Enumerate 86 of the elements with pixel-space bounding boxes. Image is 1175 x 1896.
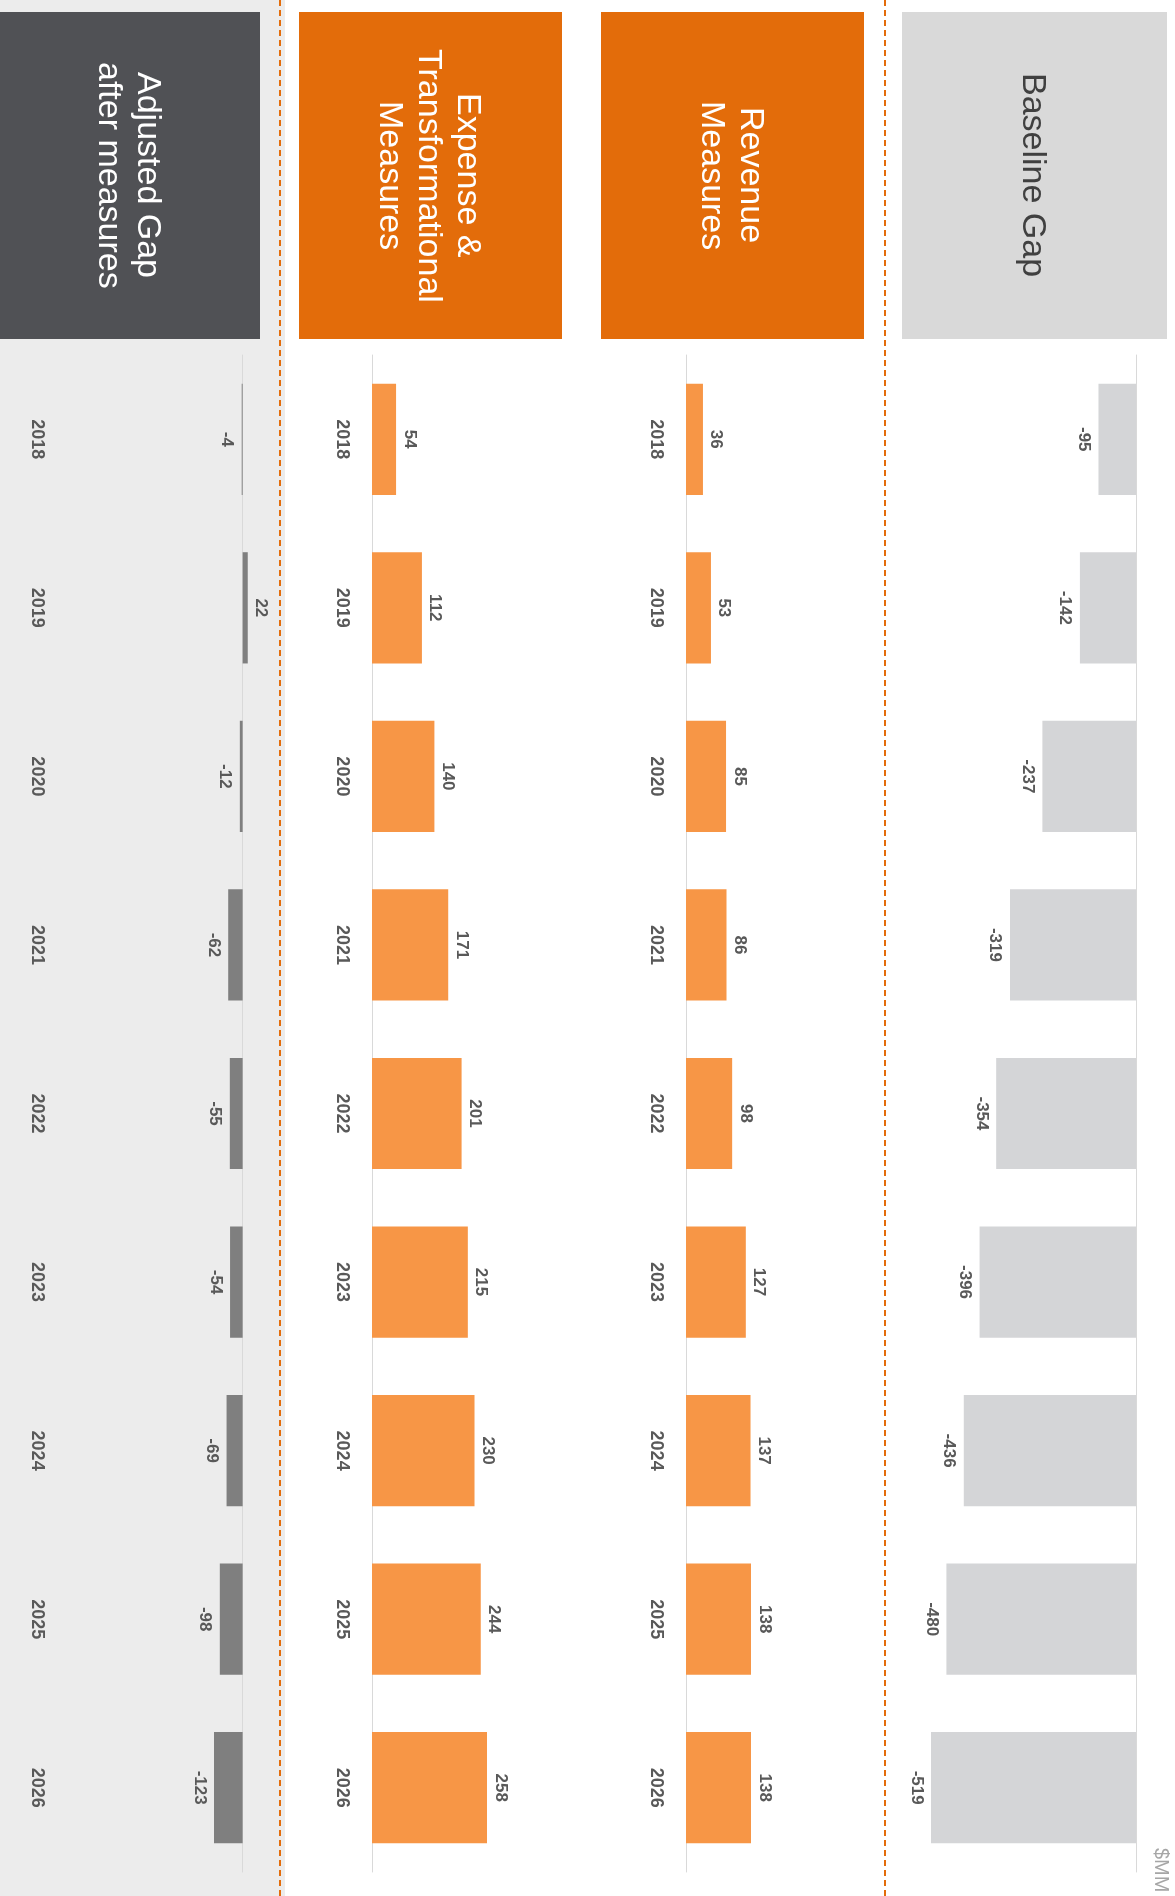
bar [372,1057,462,1170]
y-tick-label: 2025 [28,1599,48,1640]
data-label: -54 [206,1269,226,1295]
bar [686,1057,733,1170]
bar [686,1394,751,1507]
y-tick-label: 2021 [333,924,353,965]
data-label: -4 [218,431,238,448]
bar [686,889,727,1001]
y-tick-label: 2026 [28,1767,48,1808]
data-label: -69 [203,1438,223,1463]
data-label: 140 [438,762,458,791]
chart-title: Baseline Gap [1015,73,1055,278]
y-tick-label: 2021 [28,924,48,965]
data-label: -519 [907,1770,927,1805]
y-tick-label: 2021 [647,924,667,965]
data-label: 54 [400,429,420,450]
y-tick-label: 2024 [28,1430,48,1471]
bar [686,552,711,664]
data-label: 215 [472,1267,492,1297]
data-label: -98 [196,1606,216,1632]
bar [686,1732,751,1844]
data-label: -237 [1018,759,1038,794]
y-tick-label: 2023 [647,1262,667,1303]
data-label: 86 [731,935,751,955]
chart-title: Expense & Transformational Measures [371,47,490,305]
y-tick-label: 2019 [28,587,48,628]
data-label: 127 [750,1267,770,1297]
data-label: -95 [1074,426,1094,452]
data-label: 36 [707,429,727,449]
y-tick-label: 2018 [28,419,48,460]
bar [372,552,422,664]
bar [372,889,449,1001]
data-label: 138 [755,1604,775,1634]
data-label: 171 [452,930,472,960]
y-tick-label: 2022 [647,1093,667,1134]
y-tick-label: 2026 [333,1767,353,1808]
bar [686,1563,751,1675]
bar [686,383,703,495]
data-label: 53 [715,598,735,618]
chart-title: Revenue Measures [693,99,772,253]
y-tick-label: 2022 [333,1093,353,1134]
y-tick-label: 2019 [647,587,667,628]
data-label: 112 [426,594,446,622]
y-tick-label: 2026 [647,1767,667,1808]
data-label: 98 [736,1104,756,1123]
bar [686,720,727,833]
bar [372,383,397,495]
data-label: 230 [479,1436,499,1465]
data-label: -480 [922,1602,942,1637]
y-tick-label: 2020 [333,756,353,797]
y-tick-label: 2020 [28,756,48,797]
data-label: 258 [491,1773,511,1802]
y-tick-label: 2018 [333,419,353,460]
data-label: -12 [216,764,236,789]
data-label: -396 [956,1265,976,1300]
bar [372,1226,468,1338]
bar [372,720,435,833]
bar [372,1563,481,1675]
text: $MM [1150,1847,1173,1892]
y-tick-label: 2019 [333,587,353,628]
bar [372,1732,487,1844]
data-label: -436 [940,1433,960,1468]
y-tick-label: 2025 [647,1599,667,1640]
data-label: 201 [466,1099,486,1128]
y-tick-label: 2024 [333,1430,353,1471]
data-label: -142 [1056,590,1076,625]
bar [372,1394,475,1507]
y-tick-label: 2023 [28,1262,48,1303]
y-tick-label: 2024 [647,1430,667,1471]
data-label: 137 [755,1436,775,1465]
y-tick-label: 2020 [647,756,667,797]
data-label: 22 [252,598,272,618]
y-tick-label: 2025 [333,1599,353,1640]
data-label: 244 [485,1604,505,1634]
data-label: -319 [986,927,1006,962]
data-label: 85 [730,766,750,786]
chart-title: Adjusted Gap after measures [91,61,170,291]
y-tick-label: 2018 [647,419,667,460]
data-label: -123 [190,1770,210,1805]
y-tick-label: 2022 [28,1093,48,1134]
bar [686,1226,746,1338]
data-label: -62 [204,932,224,958]
data-label: -354 [972,1096,992,1132]
data-label: -55 [206,1101,226,1126]
data-label: 138 [755,1773,775,1802]
y-tick-label: 2023 [333,1262,353,1303]
